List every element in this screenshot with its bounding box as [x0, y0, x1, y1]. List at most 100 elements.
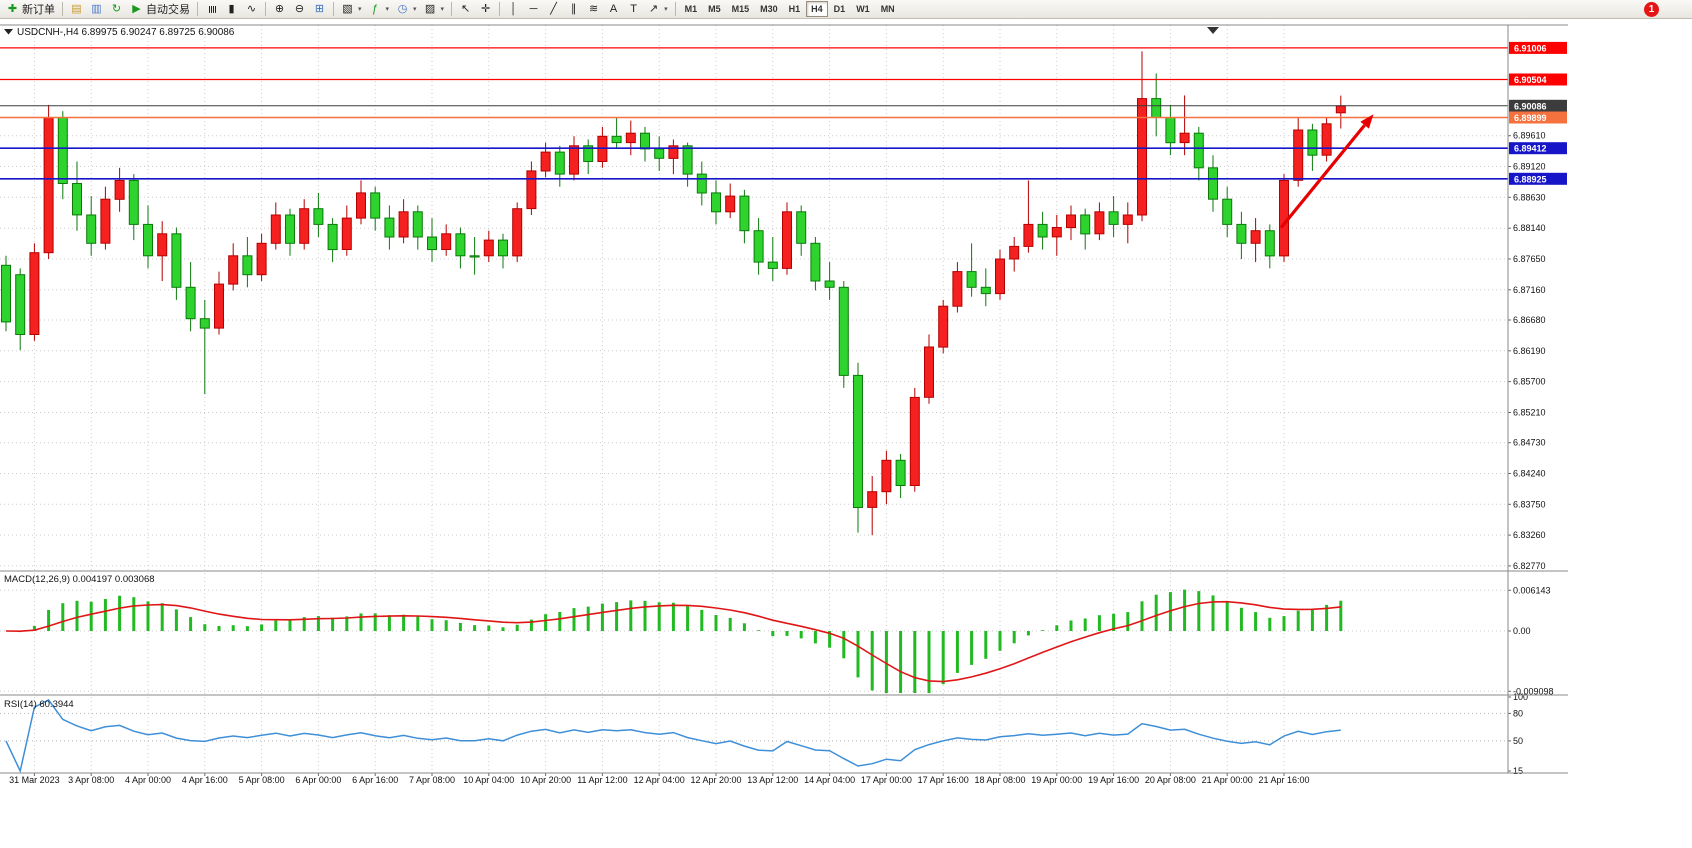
new-chart-icon: ▧	[342, 2, 353, 15]
timeframe-m1[interactable]: M1	[684, 4, 698, 14]
candle-body	[498, 239, 508, 257]
price-axis-label: 6.87650	[1513, 254, 1546, 264]
chart-canvas[interactable]: 6.91006 6.90504 6.90086 6.89899 6.89412 6.889…	[0, 19, 1692, 848]
channel-icon[interactable]: ∥	[564, 1, 583, 18]
candle	[100, 186, 111, 250]
timeframe-m30[interactable]: M30	[760, 4, 778, 14]
candle	[1094, 202, 1105, 241]
periods-icon[interactable]: ◷ ▾	[393, 1, 420, 18]
rsi-axis-label: 80	[1513, 708, 1523, 718]
candle	[72, 161, 82, 231]
toolbar-separator	[265, 2, 266, 16]
candle	[15, 268, 26, 351]
autotrading-button[interactable]: ▶ 自动交易	[127, 1, 193, 18]
print-preview-icon: ▥	[91, 2, 102, 15]
templates-icon: ▨	[424, 2, 436, 15]
line-chart-icon[interactable]: ∿	[242, 1, 261, 18]
new-order-button[interactable]: ✚ 新订单	[3, 1, 58, 18]
arrows-icon[interactable]: ↗ ▾	[644, 1, 671, 18]
tile-windows-icon[interactable]: ⊞	[310, 1, 329, 18]
candle	[1222, 186, 1233, 237]
price-axis-label: 6.87160	[1513, 285, 1546, 295]
candle-body	[299, 208, 310, 244]
price-axis-label: 6.88630	[1513, 192, 1546, 202]
candle	[498, 233, 508, 269]
candle-body	[909, 396, 920, 486]
vertical-line-icon[interactable]: │	[504, 1, 523, 18]
notification-badge[interactable]: 1	[1644, 1, 1659, 17]
candle-body	[782, 211, 792, 269]
timeframe-m5[interactable]: M5	[708, 4, 721, 14]
candle-body	[57, 117, 68, 184]
candle	[640, 126, 650, 162]
current-price-line-price-label: 6.90086	[1514, 101, 1547, 111]
axes-layer: 31 Mar 2023 3 Apr 08:00 4 Apr 00:00 4 Apr 1…	[0, 24, 1568, 785]
crosshair-icon: ✛	[480, 2, 491, 15]
candle-body	[270, 214, 281, 244]
horizontal-line-icon[interactable]: ─	[524, 1, 543, 18]
candle-body	[668, 145, 679, 159]
candle	[341, 205, 352, 256]
text-label-icon[interactable]: T	[624, 1, 643, 18]
trend-arrow-head[interactable]	[1360, 114, 1374, 129]
chart-menu-arrow-icon[interactable]	[4, 29, 13, 35]
timeframe-w1[interactable]: W1	[856, 4, 870, 14]
macd-signal-line	[5, 600, 1341, 683]
price-axis-label: 6.82770	[1513, 561, 1546, 571]
templates-icon[interactable]: ▨ ▾	[421, 1, 448, 18]
red-level-line-2-price-label: 6.90504	[1514, 75, 1547, 85]
chart-shift-marker[interactable]	[1207, 27, 1219, 34]
candlestick-chart-icon[interactable]: ▮	[222, 1, 241, 18]
candle-body	[1023, 223, 1034, 247]
candle	[1179, 95, 1190, 156]
candle	[1080, 208, 1091, 250]
candle-body	[29, 252, 40, 335]
horizontal-line-icon: ─	[529, 2, 538, 15]
candle-body	[483, 239, 494, 257]
timeframe-h4[interactable]: H4	[806, 1, 828, 17]
cursor-icon[interactable]: ↖	[456, 1, 475, 18]
candle-body	[867, 491, 878, 508]
text-icon[interactable]: A	[604, 1, 623, 18]
timeframe-m15[interactable]: M15	[731, 4, 750, 14]
timeframe-h1[interactable]: H1	[788, 4, 801, 14]
crosshair-icon[interactable]: ✛	[476, 1, 495, 18]
toolbar-separator	[62, 2, 63, 16]
candle	[1023, 180, 1034, 253]
text-label-icon: T	[630, 2, 637, 15]
timeframe-d1[interactable]: D1	[833, 4, 846, 14]
tile-windows-icon: ⊞	[314, 2, 325, 15]
profiles-icon[interactable]: ▤	[67, 1, 86, 18]
dropdown-caret-icon: ▾	[358, 6, 362, 13]
candle-body	[711, 192, 721, 213]
candle-body	[214, 283, 224, 329]
new-chart-icon[interactable]: ▧ ▾	[338, 1, 365, 18]
candle-body	[143, 223, 153, 257]
red-level-line-1-price-tag	[1509, 41, 1567, 54]
print-preview-icon[interactable]: ▥	[87, 1, 106, 18]
candle	[1009, 237, 1020, 272]
candle	[668, 139, 679, 175]
candle-body	[838, 286, 849, 376]
bar-chart-icon[interactable]: ≣	[202, 1, 221, 18]
candle-body	[1179, 132, 1190, 144]
candle-body	[455, 233, 466, 257]
candle	[313, 192, 324, 237]
indicators-icon[interactable]: ƒ ▾	[366, 1, 393, 18]
candle	[796, 205, 807, 256]
candle-body	[1307, 129, 1318, 156]
candle	[838, 281, 849, 388]
candle	[1236, 211, 1247, 259]
zoom-in-icon[interactable]: ⊕	[270, 1, 289, 18]
candle-body	[611, 135, 622, 144]
trend-arrow[interactable]	[1279, 124, 1366, 229]
time-axis-label: 6 Apr 00:00	[295, 775, 341, 785]
trendline-icon[interactable]: ╱	[544, 1, 563, 18]
rsi-axis-label: 50	[1513, 736, 1523, 746]
candle-body	[1094, 211, 1105, 235]
timeframe-mn[interactable]: MN	[880, 4, 895, 14]
candle-body	[1, 264, 11, 323]
refresh-icon[interactable]: ↻	[107, 1, 126, 18]
fibonacci-icon[interactable]: ≋	[584, 1, 603, 18]
zoom-out-icon[interactable]: ⊖	[290, 1, 309, 18]
